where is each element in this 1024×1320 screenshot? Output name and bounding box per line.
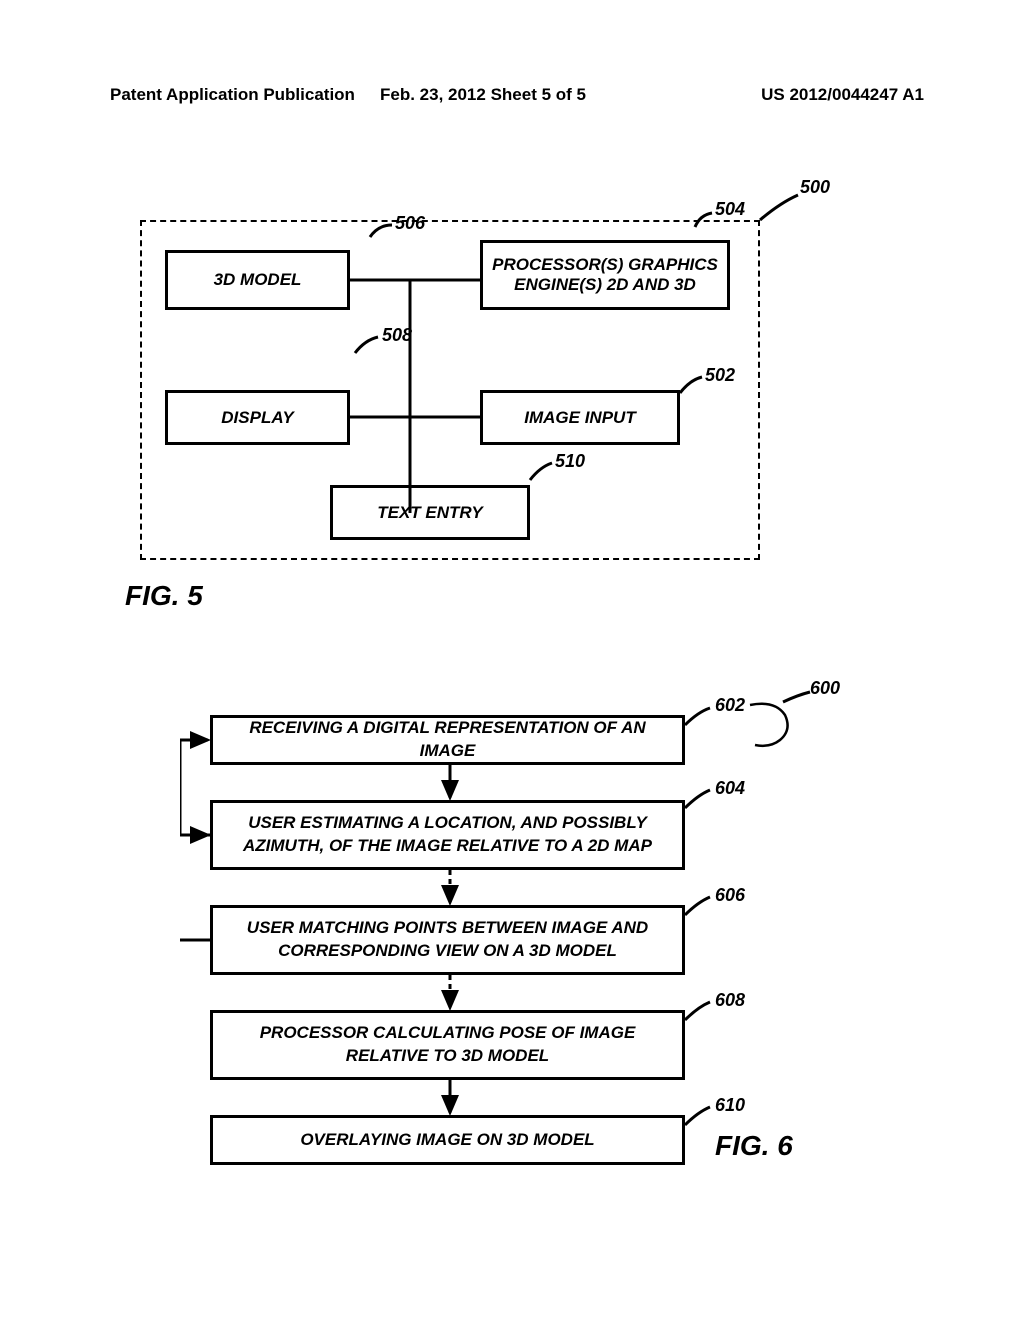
- block-display: DISPLAY: [165, 390, 350, 445]
- block-text-entry: TEXT ENTRY: [330, 485, 530, 540]
- step-608-text: PROCESSOR CALCULATING POSE OF IMAGE RELA…: [225, 1022, 670, 1068]
- header-left: Patent Application Publication: [110, 85, 355, 105]
- ref-602: 602: [715, 695, 745, 716]
- ref-604: 604: [715, 778, 745, 799]
- step-604-text: USER ESTIMATING A LOCATION, AND POSSIBLY…: [225, 812, 670, 858]
- step-602-text: RECEIVING A DIGITAL REPRESENTATION OF AN…: [225, 717, 670, 763]
- block-image-input-text: IMAGE INPUT: [524, 408, 635, 428]
- fig6-label: FIG. 6: [715, 1130, 793, 1162]
- page-root: Patent Application Publication Feb. 23, …: [0, 0, 1024, 1320]
- block-3d-model: 3D MODEL: [165, 250, 350, 310]
- header-center: Feb. 23, 2012 Sheet 5 of 5: [380, 85, 586, 105]
- step-610-text: OVERLAYING IMAGE ON 3D MODEL: [300, 1129, 594, 1152]
- block-image-input: IMAGE INPUT: [480, 390, 680, 445]
- ref-600: 600: [810, 678, 840, 699]
- step-606-text: USER MATCHING POINTS BETWEEN IMAGE AND C…: [225, 917, 670, 963]
- ref-504: 504: [715, 199, 745, 220]
- ref-610: 610: [715, 1095, 745, 1116]
- header-right: US 2012/0044247 A1: [761, 85, 924, 105]
- step-604: USER ESTIMATING A LOCATION, AND POSSIBLY…: [210, 800, 685, 870]
- ref-500: 500: [800, 177, 830, 198]
- step-602: RECEIVING A DIGITAL REPRESENTATION OF AN…: [210, 715, 685, 765]
- ref-510: 510: [555, 451, 585, 472]
- block-processor: PROCESSOR(S) GRAPHICS ENGINE(S) 2D AND 3…: [480, 240, 730, 310]
- ref-502: 502: [705, 365, 735, 386]
- fig5-label: FIG. 5: [125, 580, 203, 612]
- block-processor-text: PROCESSOR(S) GRAPHICS ENGINE(S) 2D AND 3…: [491, 255, 719, 295]
- step-608: PROCESSOR CALCULATING POSE OF IMAGE RELA…: [210, 1010, 685, 1080]
- block-text-entry-text: TEXT ENTRY: [377, 503, 482, 523]
- step-610: OVERLAYING IMAGE ON 3D MODEL: [210, 1115, 685, 1165]
- ref-606: 606: [715, 885, 745, 906]
- ref-608: 608: [715, 990, 745, 1011]
- ref-506: 506: [395, 213, 425, 234]
- step-606: USER MATCHING POINTS BETWEEN IMAGE AND C…: [210, 905, 685, 975]
- block-3d-model-text: 3D MODEL: [214, 270, 302, 290]
- ref-508: 508: [382, 325, 412, 346]
- block-display-text: DISPLAY: [221, 408, 293, 428]
